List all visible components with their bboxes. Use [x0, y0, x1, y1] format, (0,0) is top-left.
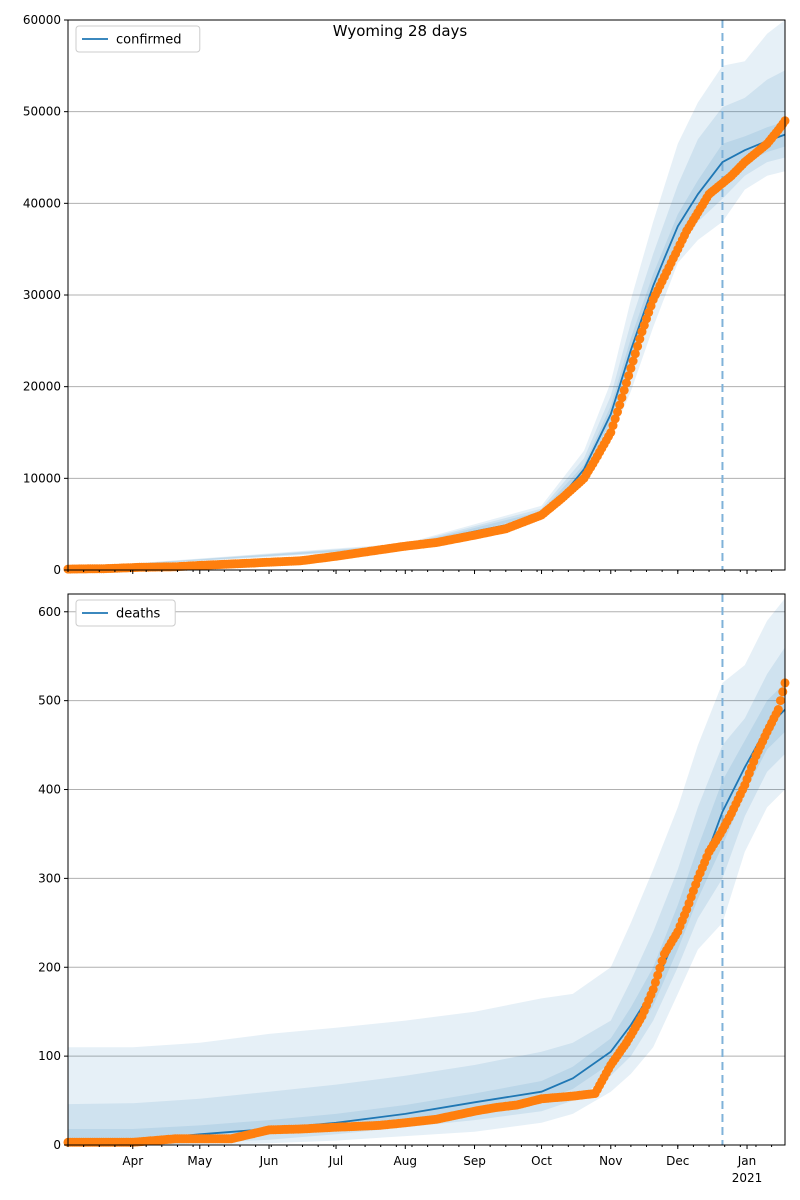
y-tick-label: 400 — [38, 783, 61, 797]
legend-label: deaths — [116, 607, 161, 622]
observed-point — [635, 334, 645, 344]
legend: deaths — [75, 599, 176, 627]
observed-point — [610, 414, 620, 424]
y-tick-label: 0 — [53, 563, 61, 577]
observed-point — [615, 400, 625, 410]
observed-point — [608, 421, 618, 431]
legend-label: confirmed — [116, 33, 182, 48]
x-tick-label: Jun — [259, 1154, 279, 1168]
x-tick-label: Dec — [666, 1154, 689, 1168]
y-tick-label: 0 — [53, 1138, 61, 1152]
x-tick-label: Nov — [599, 1154, 622, 1168]
observed-point — [626, 363, 636, 373]
y-tick-label: 20000 — [23, 380, 61, 394]
x-tick-label: Apr — [122, 1154, 143, 1168]
observed-point — [613, 407, 622, 417]
x-year-label: 2021 — [732, 1171, 763, 1185]
y-tick-label: 50000 — [23, 105, 61, 119]
y-tick-label: 100 — [38, 1049, 61, 1063]
y-tick-label: 600 — [38, 605, 61, 619]
y-tick-label: 200 — [38, 960, 61, 974]
x-tick-label: Jul — [328, 1154, 343, 1168]
observed-point — [617, 393, 627, 403]
observed-point — [650, 977, 660, 987]
observed-point — [619, 385, 629, 395]
legend: confirmed — [75, 25, 201, 53]
confirmed-panel: 0 10000 20000 30000 40000 50000 60000 confirmed — [23, 13, 790, 577]
observed-point — [778, 687, 788, 697]
x-tick-label: Oct — [531, 1154, 552, 1168]
y-tick-label: 40000 — [23, 196, 61, 210]
observed-point — [648, 985, 658, 994]
uncertainty-band — [68, 598, 785, 1145]
observed-point — [633, 341, 643, 351]
deaths-panel: 0 100 200 300 400 500 600 deaths Apr May Jun Jul Aug… — [38, 593, 790, 1185]
plot-frame — [67, 593, 786, 1146]
y-tick-label: 60000 — [23, 13, 61, 27]
observed-point — [628, 356, 638, 366]
x-tick-label: May — [187, 1154, 212, 1168]
observed-point — [630, 349, 640, 359]
y-tick-label: 30000 — [23, 288, 61, 302]
uncertainty-band — [68, 20, 785, 570]
y-tick-label: 300 — [38, 871, 61, 885]
observed-point — [606, 428, 616, 437]
x-tick-label: Aug — [394, 1154, 417, 1168]
observed-point — [657, 956, 667, 966]
legend-box — [75, 599, 176, 627]
y-tick-label: 500 — [38, 694, 61, 708]
observed-point — [621, 378, 631, 388]
uncertainty-band — [68, 121, 785, 569]
x-tick-label: Sep — [463, 1154, 486, 1168]
observed-point — [776, 696, 785, 706]
observed-point — [624, 371, 634, 381]
legend-box — [75, 25, 201, 53]
y-tick-label: 10000 — [23, 471, 61, 485]
observed-point — [655, 963, 665, 973]
x-tick-label: Jan — [737, 1154, 757, 1168]
observed-point — [653, 970, 663, 980]
observed-point — [773, 705, 783, 714]
